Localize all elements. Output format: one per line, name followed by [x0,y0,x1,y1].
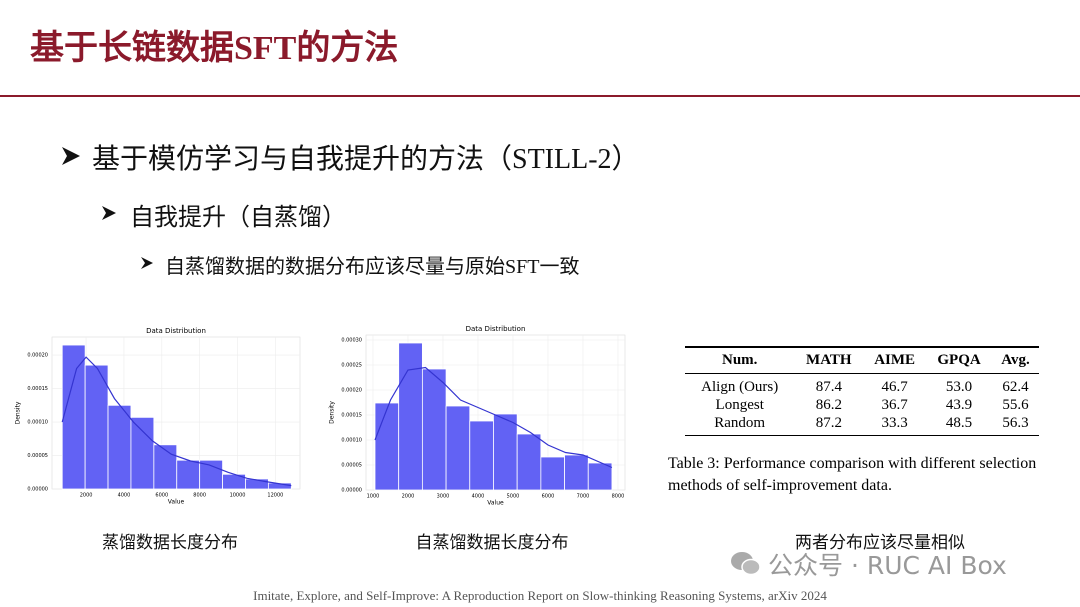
wechat-icon [731,552,761,576]
x-tick-label: 2000 [80,493,93,499]
bar [199,459,223,490]
y-tick-label: 0.00025 [341,363,362,369]
table-cell: 53.0 [945,379,973,395]
bullet: 自我提升（自蒸馏） [130,205,346,231]
bar [516,433,542,491]
x-tick-label: 6000 [155,493,168,499]
table-row: Longest 86.2 36.7 43.9 55.6 [685,396,1039,414]
x-tick-label: 10000 [230,493,246,499]
bar [398,342,423,491]
y-tick-label: 0.00015 [27,386,48,392]
bar [267,482,292,490]
table-row: Random 87.2 33.3 48.5 56.3 [685,414,1039,436]
table-note: 两者分布应该尽量相似 [795,533,965,552]
table-cell: 48.5 [926,414,993,436]
chart-caption: 蒸馏数据长度分布 [102,533,238,552]
watermark: 公众号 · RUC AI Box [768,551,1007,580]
bar [61,344,86,490]
results-table: Num. MATH AIME GPQA Avg. Align (Ours) 87.4 46.… [685,346,1039,436]
x-tick-label: 8000 [612,494,625,500]
bar [84,364,109,490]
charts: Data Distribution Value Density 0.00000 0.00… [15,325,626,507]
bullet-arrow [141,257,153,269]
bar [421,368,447,491]
bullet: 基于模仿学习与自我提升的方法（STILL-2） [92,144,640,175]
table-cell: 87.4 [815,379,842,395]
bar [469,420,494,491]
table-cell: 55.6 [1002,397,1029,413]
table-header: Num. MATH AIME GPQA Avg. [685,346,1039,374]
bar [153,444,178,490]
header-cell: Num. [685,346,795,374]
bar [176,459,201,490]
table-row: Align (Ours) 87.4 46.7 53.0 62.4 [685,374,1039,397]
table-cell: Random [685,414,795,436]
bullet: 自蒸馏数据的数据分布应该尽量与原始SFT一致 [165,256,580,278]
x-axis-label: Value [168,499,185,506]
x-tick-label: 2000 [402,494,415,500]
header-cell: AIME [863,346,927,374]
bar [564,454,589,491]
x-tick-label: 3000 [437,494,450,500]
bar [130,416,155,490]
x-tick-label: 12000 [267,493,283,499]
x-tick-label: 5000 [507,494,520,500]
y-tick-label: 0.00000 [27,487,48,493]
table-cell: 87.2 [794,414,864,436]
x-tick-label: 8000 [193,493,206,499]
y-tick-label: 0.00020 [27,353,48,359]
y-tick-label: 0.00020 [341,388,362,394]
title-rule [0,95,1080,97]
table-cell: Align (Ours) [701,379,779,395]
chart-title: Data Distribution [466,325,526,333]
table-cell: Longest [715,397,764,413]
table-cell: 62.4 [1002,379,1029,395]
bar [587,462,613,491]
y-tick-label: 0.00030 [341,338,362,344]
header-cell: MATH [794,346,864,374]
bullet-arrow [102,206,116,220]
chart-title: Data Distribution [146,327,206,335]
x-tick-label: 1000 [367,494,380,500]
kde-line [374,366,613,469]
bullet-arrow [62,147,80,165]
x-axis-label: Value [487,500,504,507]
table-cell: 33.3 [863,414,927,436]
y-tick-label: 0.00005 [27,453,48,459]
header-cell: Avg. [992,346,1039,374]
x-tick-label: 4000 [118,493,131,499]
x-tick-label: 7000 [577,494,590,500]
bar [540,456,565,491]
bar [374,402,400,491]
kde-line [61,356,292,487]
footer: Imitate, Explore, and Self-Improve: A Re… [253,588,827,603]
y-tick-label: 0.00010 [341,438,362,444]
bar [493,413,518,491]
y-axis-label: Density [329,401,336,424]
y-tick-label: 0.00015 [341,413,362,419]
y-tick-label: 0.00000 [341,488,362,494]
y-axis-label: Density [15,401,22,424]
x-tick-label: 4000 [472,494,485,500]
table-cell: 56.3 [992,414,1039,436]
y-tick-label: 0.00005 [341,463,362,469]
table-cell: 86.2 [815,397,842,413]
bar [107,404,132,490]
table-cell: 46.7 [881,379,908,395]
table-cell: 36.7 [881,397,908,413]
slide-title: 基于长链数据SFT的方法 [30,30,399,67]
table-caption: Table 3: Performance comparison with dif… [668,455,1037,494]
table-cell: 43.9 [945,397,973,413]
y-tick-label: 0.00010 [27,420,48,426]
header-cell: GPQA [926,346,993,374]
chart-caption: 自蒸馏数据长度分布 [415,533,569,552]
x-tick-label: 6000 [542,494,555,500]
bar [445,405,471,491]
